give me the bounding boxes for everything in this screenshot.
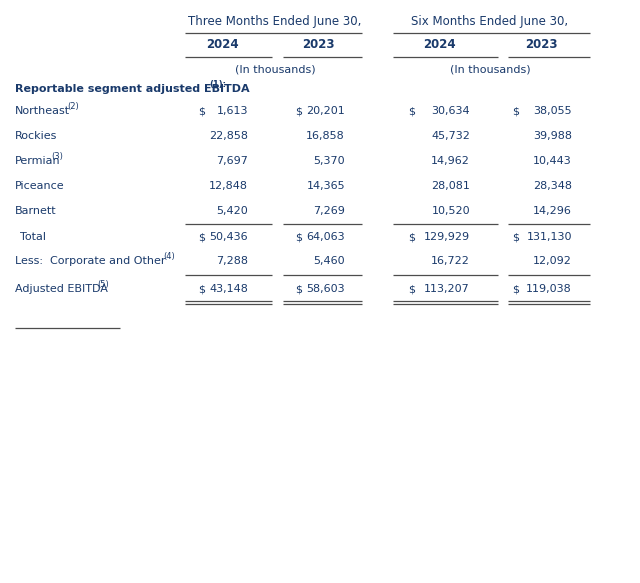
Text: 2023: 2023 <box>525 38 557 51</box>
Text: Less:  Corporate and Other: Less: Corporate and Other <box>15 256 166 266</box>
Text: $: $ <box>512 106 519 116</box>
Text: $: $ <box>295 232 302 242</box>
Text: 58,603: 58,603 <box>307 284 345 294</box>
Text: 12,848: 12,848 <box>209 181 248 191</box>
Text: Permian: Permian <box>15 156 61 166</box>
Text: 50,436: 50,436 <box>209 232 248 242</box>
Text: $: $ <box>295 284 302 294</box>
Text: 14,296: 14,296 <box>533 206 572 216</box>
Text: (In thousands): (In thousands) <box>235 64 316 74</box>
Text: 5,420: 5,420 <box>216 206 248 216</box>
Text: Adjusted EBITDA: Adjusted EBITDA <box>15 284 108 294</box>
Text: (In thousands): (In thousands) <box>450 64 531 74</box>
Text: (4): (4) <box>163 252 175 262</box>
Text: 28,348: 28,348 <box>533 181 572 191</box>
Text: 12,092: 12,092 <box>533 256 572 266</box>
Text: 113,207: 113,207 <box>424 284 470 294</box>
Text: 39,988: 39,988 <box>533 131 572 141</box>
Text: 1,613: 1,613 <box>216 106 248 116</box>
Text: 22,858: 22,858 <box>209 131 248 141</box>
Text: 64,063: 64,063 <box>307 232 345 242</box>
Text: $: $ <box>512 232 519 242</box>
Text: $: $ <box>198 106 205 116</box>
Text: (3): (3) <box>51 153 63 161</box>
Text: 7,269: 7,269 <box>313 206 345 216</box>
Text: Barnett: Barnett <box>15 206 56 216</box>
Text: (1):: (1): <box>209 80 226 90</box>
Text: 28,081: 28,081 <box>431 181 470 191</box>
Text: 14,962: 14,962 <box>431 156 470 166</box>
Text: 7,288: 7,288 <box>216 256 248 266</box>
Text: 5,460: 5,460 <box>314 256 345 266</box>
Text: 131,130: 131,130 <box>527 232 572 242</box>
Text: 16,858: 16,858 <box>307 131 345 141</box>
Text: 2024: 2024 <box>205 38 238 51</box>
Text: 10,443: 10,443 <box>533 156 572 166</box>
Text: $: $ <box>198 284 205 294</box>
Text: Total: Total <box>20 232 46 242</box>
Text: 2023: 2023 <box>301 38 334 51</box>
Text: $: $ <box>408 232 415 242</box>
Text: 30,634: 30,634 <box>431 106 470 116</box>
Text: $: $ <box>295 106 302 116</box>
Text: Three Months Ended June 30,: Three Months Ended June 30, <box>188 15 362 27</box>
Text: $: $ <box>408 284 415 294</box>
Text: 7,697: 7,697 <box>216 156 248 166</box>
Text: Northeast: Northeast <box>15 106 70 116</box>
Text: $: $ <box>408 106 415 116</box>
Text: 129,929: 129,929 <box>424 232 470 242</box>
Text: 20,201: 20,201 <box>307 106 345 116</box>
Text: Six Months Ended June 30,: Six Months Ended June 30, <box>412 15 568 27</box>
Text: (5): (5) <box>97 280 109 290</box>
Text: 16,722: 16,722 <box>431 256 470 266</box>
Text: 119,038: 119,038 <box>526 284 572 294</box>
Text: 2024: 2024 <box>422 38 455 51</box>
Text: Reportable segment adjusted EBITDA: Reportable segment adjusted EBITDA <box>15 84 250 94</box>
Text: Piceance: Piceance <box>15 181 65 191</box>
Text: $: $ <box>512 284 519 294</box>
Text: $: $ <box>198 232 205 242</box>
Text: 38,055: 38,055 <box>533 106 572 116</box>
Text: 45,732: 45,732 <box>431 131 470 141</box>
Text: 5,370: 5,370 <box>314 156 345 166</box>
Text: 43,148: 43,148 <box>209 284 248 294</box>
Text: (2): (2) <box>67 103 79 111</box>
Text: 14,365: 14,365 <box>307 181 345 191</box>
Text: 10,520: 10,520 <box>431 206 470 216</box>
Text: Rockies: Rockies <box>15 131 58 141</box>
